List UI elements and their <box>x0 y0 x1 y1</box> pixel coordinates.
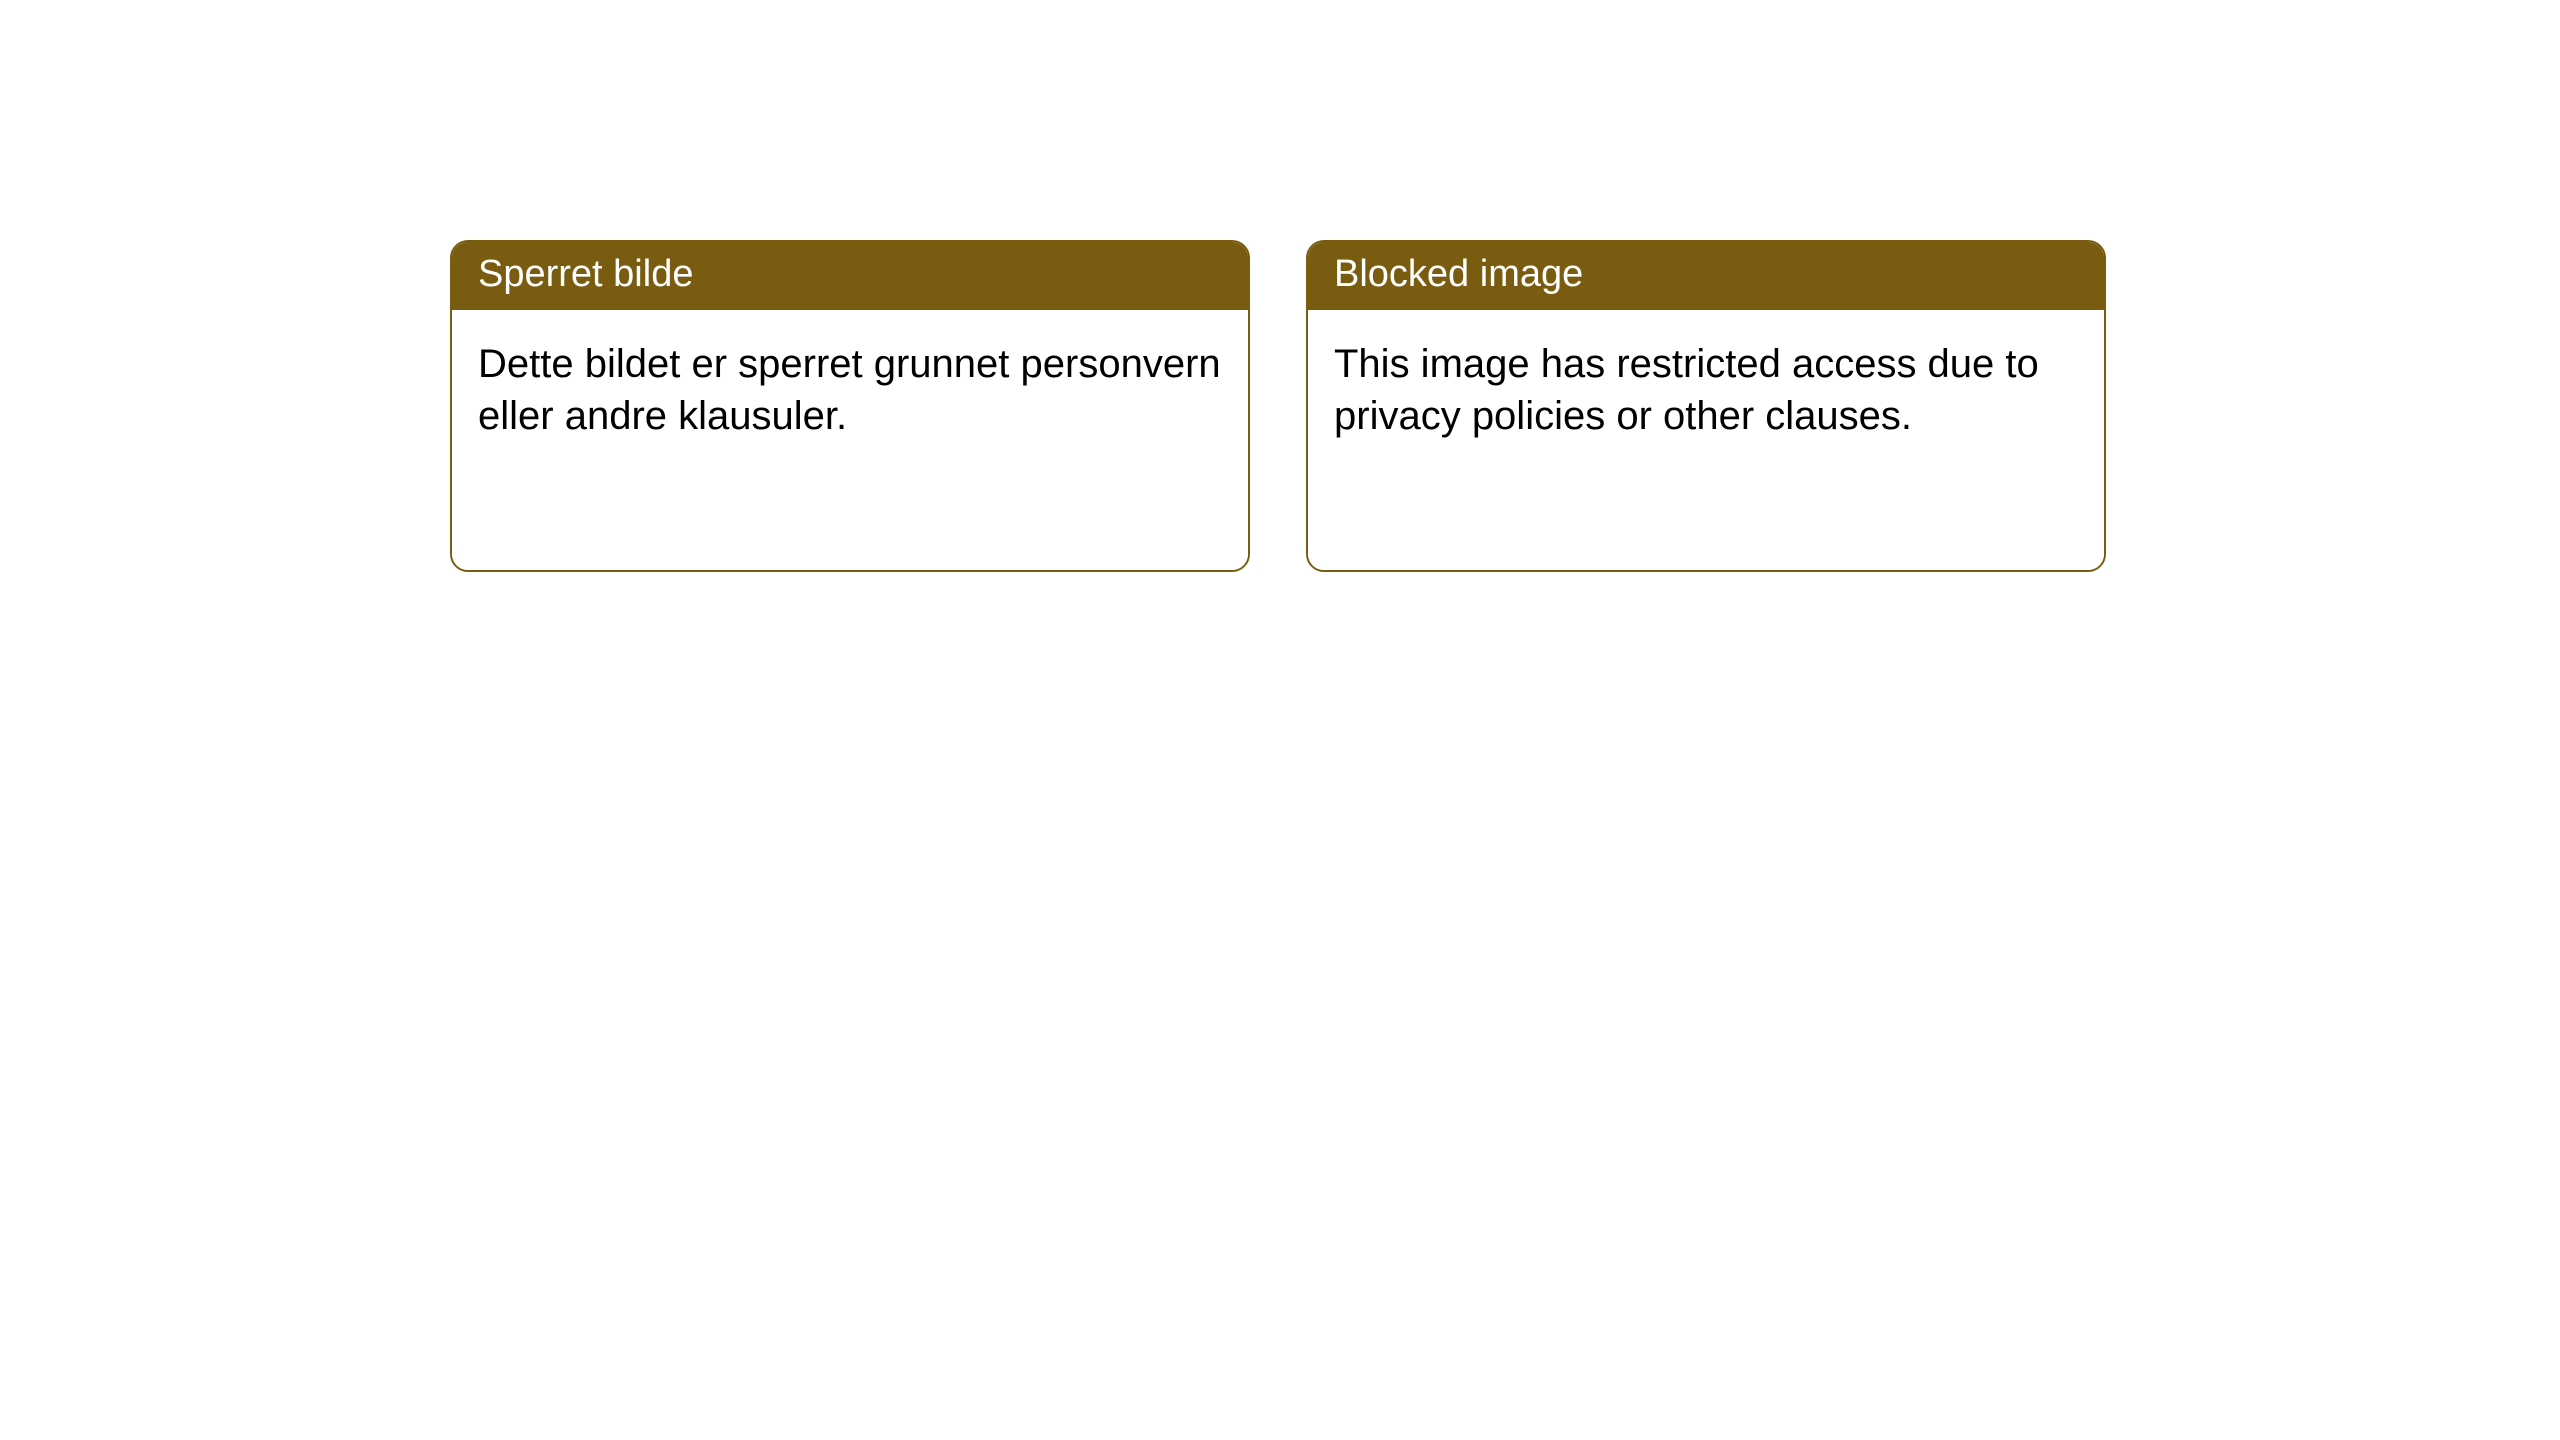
card-header-no: Sperret bilde <box>452 242 1248 310</box>
blocked-image-card-no: Sperret bilde Dette bildet er sperret gr… <box>450 240 1250 572</box>
card-body-no: Dette bildet er sperret grunnet personve… <box>452 310 1248 570</box>
card-header-en: Blocked image <box>1308 242 2104 310</box>
blocked-image-card-en: Blocked image This image has restricted … <box>1306 240 2106 572</box>
cards-container: Sperret bilde Dette bildet er sperret gr… <box>0 0 2560 572</box>
card-body-en: This image has restricted access due to … <box>1308 310 2104 570</box>
